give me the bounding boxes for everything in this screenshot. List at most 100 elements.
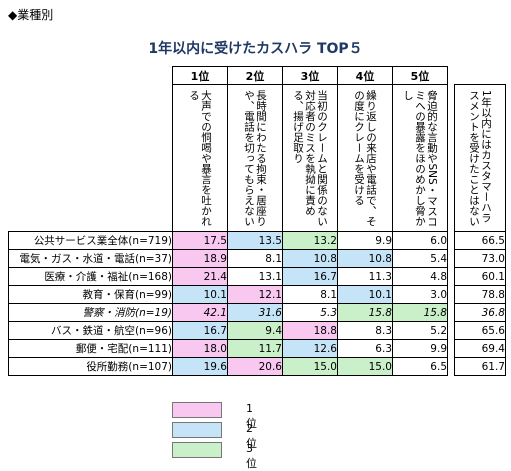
value-cell: 12.1 <box>227 285 283 304</box>
table-row: 医療・介護・福祉(n=168) 21.4 13.1 16.7 11.3 4.8 60.1 <box>8 267 506 286</box>
gap-cell <box>447 357 455 376</box>
legend-label: 3位 <box>246 442 257 470</box>
value-cell: 11.7 <box>227 339 283 358</box>
value-cell: 11.3 <box>337 267 393 286</box>
gap-cell <box>447 339 455 358</box>
row-label: 電気・ガス・水道・電話(n=37) <box>8 249 173 268</box>
value-cell: 65.6 <box>454 321 506 340</box>
value-cell: 15.0 <box>337 357 393 376</box>
column-header-text: 当初のクレームと関係のない対応者のミスを執拗に責める、揚げ足取り <box>292 90 328 227</box>
value-cell: 6.3 <box>337 339 393 358</box>
value-cell: 18.9 <box>172 249 228 268</box>
legend-label: 1位 <box>246 402 257 430</box>
table-row: 郵便・宅配(n=111) 18.0 11.7 12.6 6.3 9.9 69.4 <box>8 339 506 358</box>
value-cell: 8.3 <box>337 321 393 340</box>
gap-cell <box>447 321 455 340</box>
column-header: 長時間にわたる拘束・居座りや、電話を切ってもらえない <box>227 84 283 232</box>
value-cell: 13.1 <box>227 267 283 286</box>
corner-cell <box>9 85 173 232</box>
ranking-table: 1位 2位 3位 4位 5位 大声での恫喝や暴言を吐かれる 長時間にわたる拘束・… <box>8 66 506 376</box>
column-header: 大声での恫喝や暴言を吐かれる <box>172 84 228 232</box>
table-row: 教育・保育(n=99) 10.1 12.1 8.1 10.1 3.0 78.8 <box>8 285 506 304</box>
value-cell: 5.4 <box>392 249 448 268</box>
value-cell: 31.6 <box>227 303 283 322</box>
table-row: 役所勤務(n=107) 19.6 20.6 15.0 15.0 6.5 61.7 <box>8 357 506 376</box>
gap-cell <box>447 267 455 286</box>
gap-cell <box>447 66 455 85</box>
value-cell: 18.0 <box>172 339 228 358</box>
rank-header-5: 5位 <box>392 66 448 85</box>
blank-rank-cell <box>454 66 506 85</box>
value-cell: 10.1 <box>172 285 228 304</box>
gap-cell <box>447 249 455 268</box>
value-cell: 5.3 <box>282 303 338 322</box>
column-header: 1年以内にはカスタマーハラスメントを受けたことはない <box>454 84 506 232</box>
section-label: ◆業種別 <box>8 8 54 22</box>
value-cell: 15.8 <box>392 303 448 322</box>
value-cell: 3.0 <box>392 285 448 304</box>
gap-cell <box>447 231 455 250</box>
value-cell: 42.1 <box>172 303 228 322</box>
value-cell: 9.9 <box>337 231 393 250</box>
row-label: 役所勤務(n=107) <box>8 357 173 376</box>
value-cell: 61.7 <box>454 357 506 376</box>
row-label: 教育・保育(n=99) <box>8 285 173 304</box>
value-cell: 15.8 <box>337 303 393 322</box>
column-header: 脅迫的な言動やSNS・マスコミへの暴露をほのめかし脅かし <box>392 84 448 232</box>
value-cell: 8.1 <box>227 249 283 268</box>
value-cell: 4.8 <box>392 267 448 286</box>
row-label: 公共サービス業全体(n=719) <box>8 231 173 250</box>
table-row: バス・鉄道・航空(n=96) 16.7 9.4 18.8 8.3 5.2 65.6 <box>8 321 506 340</box>
value-cell: 10.1 <box>337 285 393 304</box>
gap-cell <box>447 84 455 232</box>
column-header-text: 繰り返しの来店や電話で、その度にクレームを受ける <box>353 90 377 227</box>
rank-header-1: 1位 <box>172 66 228 85</box>
chart-title: 1年以内に受けたカスハラ TOP５ <box>148 41 363 57</box>
column-header: 当初のクレームと関係のない対応者のミスを執拗に責める、揚げ足取り <box>282 84 338 232</box>
table-row: 警察・消防(n=19) 42.1 31.6 5.3 15.8 15.8 36.8 <box>8 303 506 322</box>
gap-cell <box>447 303 455 322</box>
value-cell: 66.5 <box>454 231 506 250</box>
legend-swatch <box>172 422 222 438</box>
rank-header-3: 3位 <box>282 66 338 85</box>
table-row: 電気・ガス・水道・電話(n=37) 18.9 8.1 10.8 10.8 5.4 73.0 <box>8 249 506 268</box>
rank-header-4: 4位 <box>337 66 393 85</box>
value-cell: 8.1 <box>282 285 338 304</box>
value-cell: 16.7 <box>282 267 338 286</box>
column-header-row: 大声での恫喝や暴言を吐かれる 長時間にわたる拘束・居座りや、電話を切ってもらえな… <box>9 84 506 232</box>
rank-header-2: 2位 <box>227 66 283 85</box>
legend-swatch <box>172 442 222 458</box>
row-label: 郵便・宅配(n=111) <box>8 339 173 358</box>
value-cell: 15.0 <box>282 357 338 376</box>
value-cell: 10.8 <box>337 249 393 268</box>
value-cell: 6.0 <box>392 231 448 250</box>
column-header: 繰り返しの来店や電話で、その度にクレームを受ける <box>337 84 393 232</box>
legend-label: 2位 <box>246 422 257 450</box>
rank-header-row: 1位 2位 3位 4位 5位 <box>9 66 506 85</box>
value-cell: 6.5 <box>392 357 448 376</box>
value-cell: 21.4 <box>172 267 228 286</box>
value-cell: 9.9 <box>392 339 448 358</box>
corner-cell <box>9 67 173 85</box>
value-cell: 19.6 <box>172 357 228 376</box>
value-cell: 12.6 <box>282 339 338 358</box>
value-cell: 10.8 <box>282 249 338 268</box>
row-label: バス・鉄道・航空(n=96) <box>8 321 173 340</box>
column-header-text: 脅迫的な言動やSNS・マスコミへの暴露をほのめかし脅かし <box>402 90 438 227</box>
value-cell: 9.4 <box>227 321 283 340</box>
value-cell: 5.2 <box>392 321 448 340</box>
value-cell: 18.8 <box>282 321 338 340</box>
legend-swatch <box>172 402 222 418</box>
value-cell: 20.6 <box>227 357 283 376</box>
value-cell: 60.1 <box>454 267 506 286</box>
row-label: 警察・消防(n=19) <box>8 303 173 322</box>
column-header-text: 長時間にわたる拘束・居座りや、電話を切ってもらえない <box>243 90 267 227</box>
value-cell: 13.5 <box>227 231 283 250</box>
value-cell: 17.5 <box>172 231 228 250</box>
column-header-text: 1年以内にはカスタマーハラスメントを受けたことはない <box>468 90 492 227</box>
gap-cell <box>447 285 455 304</box>
column-header-text: 大声での恫喝や暴言を吐かれる <box>188 90 212 227</box>
row-label: 医療・介護・福祉(n=168) <box>8 267 173 286</box>
value-cell: 16.7 <box>172 321 228 340</box>
value-cell: 13.2 <box>282 231 338 250</box>
